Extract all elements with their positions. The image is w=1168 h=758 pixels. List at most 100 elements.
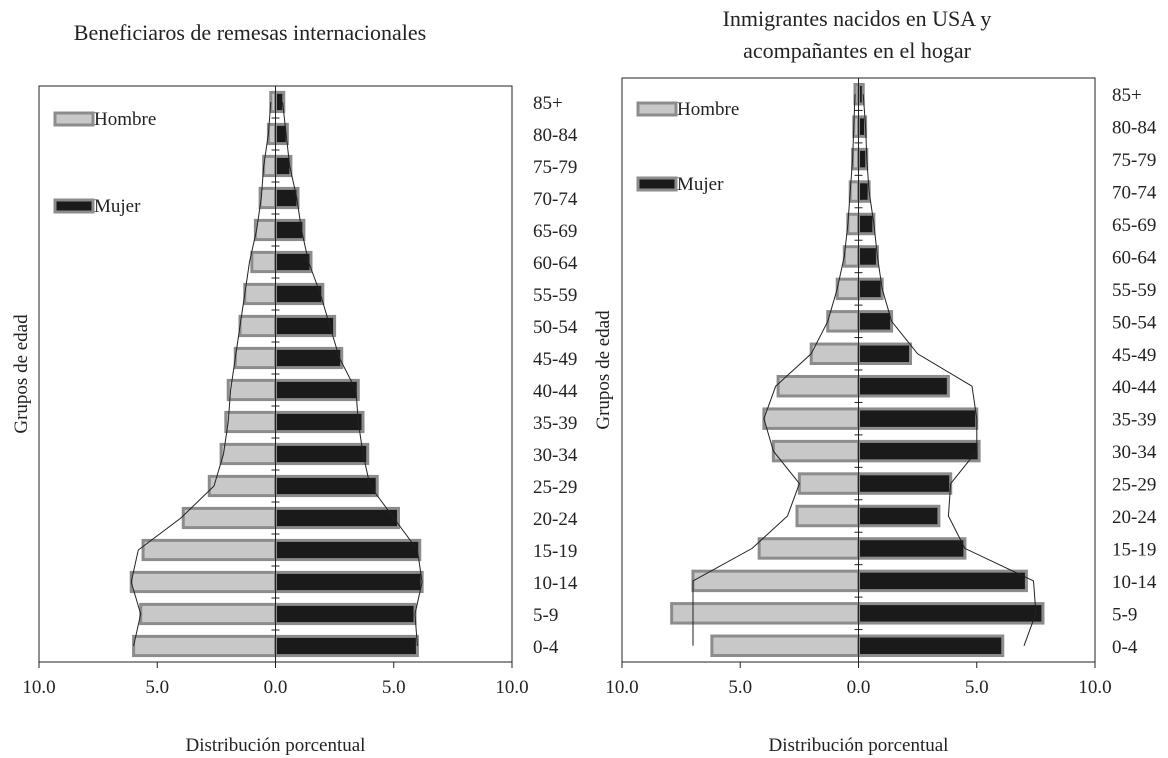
category-label: 45-49 — [1112, 345, 1156, 366]
category-label: 35-39 — [1112, 410, 1156, 431]
x-tick-label: 5.0 — [728, 677, 752, 698]
chart-title: acompañantes en el hogar — [743, 38, 972, 63]
legend-swatch-hombre — [53, 111, 95, 127]
outline-left — [692, 94, 856, 646]
bar-mujer-60-64 — [857, 245, 879, 268]
bar-mujer-65-69 — [274, 218, 306, 242]
bar-hombre-55-59 — [243, 282, 278, 306]
legend-label-hombre: Hombre — [94, 109, 156, 130]
bar-mujer-20-24 — [857, 504, 941, 528]
category-label: 35-39 — [533, 413, 577, 434]
category-label: 60-64 — [533, 253, 578, 274]
bar-mujer-40-44 — [857, 374, 950, 398]
category-label: 55-59 — [1112, 280, 1156, 301]
bar-mujer-30-34 — [274, 442, 370, 466]
bar-mujer-70-74 — [857, 180, 871, 203]
bar-mujer-60-64 — [274, 250, 313, 274]
bar-hombre-75-79 — [262, 154, 277, 178]
bar-mujer-50-54 — [857, 310, 894, 333]
x-tick-label: 10.0 — [22, 677, 55, 698]
bar-mujer-55-59 — [857, 277, 884, 301]
category-label: 65-69 — [1112, 215, 1156, 236]
bar-hombre-70-74 — [258, 186, 278, 210]
chart-2: Inmigrantes nacidos en USA y acompañantes… — [593, 6, 1157, 756]
x-tick-label: 10.0 — [495, 677, 528, 698]
chart-title: Inmigrantes nacidos en USA y — [723, 6, 992, 31]
bar-mujer-55-59 — [274, 282, 325, 306]
bar-mujer-50-54 — [274, 314, 337, 338]
category-label: 15-19 — [1112, 539, 1156, 560]
x-tick-label: 5.0 — [145, 677, 169, 698]
bar-hombre-20-24 — [795, 504, 861, 528]
bar-hombre-20-24 — [181, 506, 277, 530]
bar-mujer-75-79 — [857, 147, 869, 171]
category-label: 30-34 — [1112, 442, 1157, 463]
x-tick-label: 0.0 — [847, 677, 871, 698]
bar-hombre-25-29 — [797, 472, 860, 495]
category-label: 50-54 — [1112, 312, 1157, 333]
bar-hombre-30-34 — [219, 442, 277, 466]
legend-swatch-hombre — [636, 101, 678, 117]
bar-hombre-15-19 — [141, 538, 277, 562]
bar-hombre-5-9 — [670, 602, 860, 625]
category-label: 70-74 — [1112, 183, 1157, 204]
bar-mujer-35-39 — [274, 410, 365, 434]
bar-mujer-0-4 — [857, 634, 1005, 658]
x-tick-label: 10.0 — [605, 677, 638, 698]
bar-hombre-25-29 — [207, 474, 277, 498]
x-tick-label: 5.0 — [965, 677, 989, 698]
legend-label-hombre: Hombre — [677, 99, 739, 120]
x-tick-label: 10.0 — [1078, 677, 1111, 698]
y-axis-title: Grupos de edad — [593, 310, 614, 430]
category-label: 40-44 — [533, 381, 578, 402]
bar-mujer-25-29 — [274, 474, 379, 498]
bar-mujer-70-74 — [274, 186, 300, 210]
bar-hombre-45-49 — [809, 342, 861, 366]
bar-mujer-65-69 — [857, 212, 876, 236]
bar-mujer-20-24 — [274, 506, 400, 530]
bar-hombre-35-39 — [224, 410, 278, 434]
bar-mujer-85+ — [857, 82, 865, 106]
category-label: 25-29 — [533, 477, 577, 498]
bar-mujer-0-4 — [274, 634, 419, 658]
bar-hombre-40-44 — [776, 374, 861, 398]
category-label: 45-49 — [533, 349, 577, 370]
bar-hombre-35-39 — [762, 407, 861, 430]
x-axis-title: Distribución porcentual — [186, 735, 366, 756]
category-label: 60-64 — [1112, 247, 1157, 268]
category-label: 0-4 — [1112, 637, 1138, 658]
x-axis-title: Distribución porcentual — [769, 735, 949, 756]
legend-label-mujer: Mujer — [94, 196, 141, 217]
bar-mujer-25-29 — [857, 472, 953, 495]
category-label: 50-54 — [533, 317, 578, 338]
x-tick-label: 0.0 — [264, 677, 288, 698]
bar-mujer-85+ — [274, 90, 286, 114]
bar-mujer-15-19 — [857, 537, 967, 560]
outline-right — [862, 94, 1037, 646]
category-label: 80-84 — [533, 125, 578, 146]
category-label: 25-29 — [1112, 475, 1156, 496]
bar-mujer-10-14 — [857, 569, 1028, 593]
bar-hombre-45-49 — [233, 346, 277, 370]
bar-mujer-15-19 — [274, 538, 422, 562]
bar-hombre-10-14 — [691, 569, 861, 593]
bar-mujer-30-34 — [857, 439, 981, 463]
category-label: 85+ — [533, 93, 563, 114]
category-label: 30-34 — [533, 445, 578, 466]
bar-hombre-40-44 — [226, 378, 277, 402]
category-label: 20-24 — [1112, 507, 1157, 528]
category-label: 65-69 — [533, 221, 577, 242]
category-label: 10-14 — [1112, 572, 1157, 593]
bar-mujer-80-84 — [857, 115, 868, 138]
category-label: 15-19 — [533, 541, 577, 562]
legend-swatch-mujer — [636, 176, 678, 192]
category-label: 5-9 — [1112, 604, 1137, 625]
x-tick-label: 5.0 — [382, 677, 406, 698]
category-label: 80-84 — [1112, 118, 1157, 139]
bar-hombre-10-14 — [129, 570, 277, 594]
bar-hombre-0-4 — [710, 634, 860, 658]
bar-hombre-30-34 — [771, 439, 860, 463]
category-label: 85+ — [1112, 85, 1142, 106]
bar-mujer-40-44 — [274, 378, 360, 402]
